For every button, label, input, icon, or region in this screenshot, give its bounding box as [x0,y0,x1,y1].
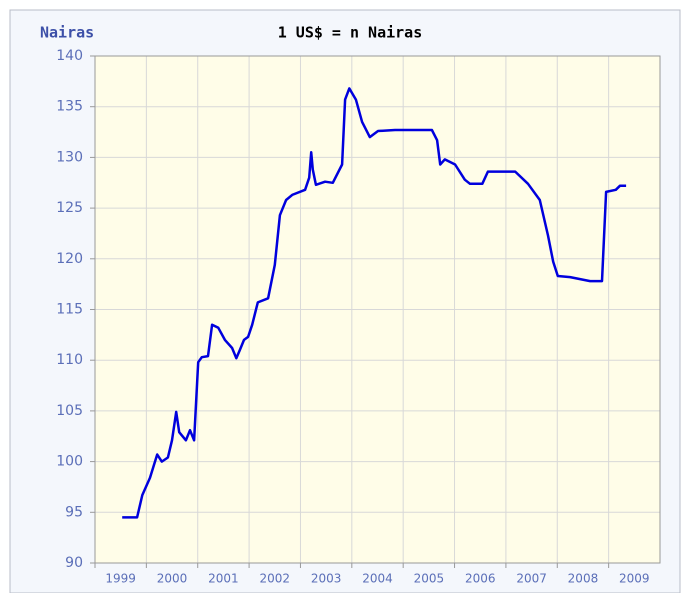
x-tick-label: 2003 [311,572,342,586]
y-tick-label: 125 [56,200,83,216]
y-tick-label: 95 [65,504,83,520]
y-label: Nairas [40,24,94,42]
x-tick-label: 2002 [259,572,290,586]
x-tick-label: 2006 [465,572,496,586]
x-tick-label: 2009 [619,572,650,586]
x-tick-label: 2000 [157,572,188,586]
y-tick-label: 135 [56,99,83,115]
x-tick-label: 2007 [516,572,547,586]
y-tick-label: 110 [56,352,83,368]
y-tick-label: 120 [56,251,83,267]
x-tick-label: 2001 [208,572,239,586]
y-tick-label: 100 [56,454,83,470]
y-tick-label: 130 [56,149,83,165]
x-tick-label: 2004 [362,572,393,586]
x-tick-label: 1999 [105,572,136,586]
y-tick-label: 115 [56,302,83,318]
x-tick-label: 2005 [414,572,445,586]
plot-border [94,55,661,564]
y-tick-label: 140 [56,48,83,64]
chart-title: 1 US$ = n Nairas [278,24,423,42]
y-tick-label: 105 [56,403,83,419]
y-tick-label: 90 [65,555,83,571]
line [122,87,627,519]
x-tick-label: 2008 [568,572,599,586]
